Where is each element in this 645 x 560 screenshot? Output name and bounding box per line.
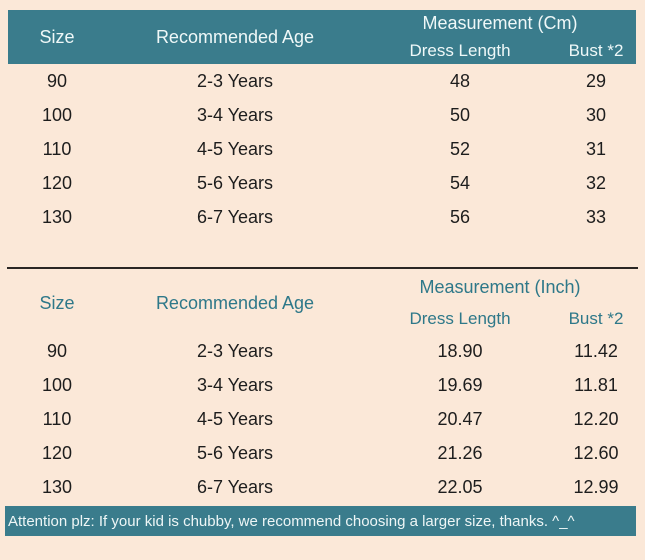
size-table-cm: Size Recommended Age Measurement (Cm) Dr… xyxy=(0,10,645,234)
cell-dress-length: 50 xyxy=(449,104,471,125)
column-header-age: Recommended Age xyxy=(155,26,315,47)
table-row: 100 3-4 Years 19.69 11.81 xyxy=(8,368,636,402)
table-row: 90 2-3 Years 18.90 11.42 xyxy=(8,334,636,368)
column-header-size: Size xyxy=(39,26,75,47)
column-header-bust: Bust *2 xyxy=(568,40,624,60)
cell-bust: 31 xyxy=(585,138,607,159)
cell-age: 2-3 Years xyxy=(196,70,274,91)
section-divider xyxy=(7,267,638,269)
inch-table-body: 90 2-3 Years 18.90 11.42 100 3-4 Years 1… xyxy=(8,334,636,504)
attention-note-text: Attention plz: If your kid is chubby, we… xyxy=(8,512,575,530)
size-chart-sheet: Size Recommended Age Measurement (Cm) Dr… xyxy=(0,10,645,560)
attention-note-bar: Attention plz: If your kid is chubby, we… xyxy=(5,506,636,536)
cell-bust: 12.60 xyxy=(573,442,619,463)
table-row: 120 5-6 Years 21.26 12.60 xyxy=(8,436,636,470)
size-table-inch: Size Recommended Age Measurement (Inch) … xyxy=(0,272,645,504)
table-row: 100 3-4 Years 50 30 xyxy=(8,98,636,132)
cell-size: 90 xyxy=(46,70,68,91)
cell-age: 6-7 Years xyxy=(196,206,274,227)
table-row: 120 5-6 Years 54 32 xyxy=(8,166,636,200)
cell-dress-length: 19.69 xyxy=(437,374,483,395)
cell-age: 2-3 Years xyxy=(196,340,274,361)
cell-bust: 12.20 xyxy=(573,408,619,429)
column-header-dress-length: Dress Length xyxy=(409,308,511,328)
cell-bust: 11.81 xyxy=(574,374,618,395)
cm-table-header: Size Recommended Age Measurement (Cm) Dr… xyxy=(8,10,636,64)
cell-dress-length: 20.47 xyxy=(437,408,483,429)
cell-bust: 11.42 xyxy=(574,340,618,361)
column-header-bust: Bust *2 xyxy=(568,308,624,328)
cell-size: 130 xyxy=(41,206,73,227)
table-row: 90 2-3 Years 48 29 xyxy=(8,64,636,98)
table-row: 130 6-7 Years 56 33 xyxy=(8,200,636,234)
cell-size: 120 xyxy=(41,172,73,193)
cell-dress-length: 52 xyxy=(449,138,471,159)
cell-size: 90 xyxy=(46,340,68,361)
cell-age: 5-6 Years xyxy=(196,442,274,463)
column-header-size: Size xyxy=(39,292,75,313)
cell-size: 120 xyxy=(41,442,73,463)
cell-size: 110 xyxy=(42,408,72,429)
column-group-measurement-inch: Measurement (Inch) xyxy=(419,277,581,297)
cell-age: 6-7 Years xyxy=(196,476,274,497)
cell-age: 4-5 Years xyxy=(196,138,274,159)
column-header-dress-length: Dress Length xyxy=(409,40,511,60)
cell-age: 3-4 Years xyxy=(196,104,274,125)
table-row: 110 4-5 Years 20.47 12.20 xyxy=(8,402,636,436)
cell-age: 5-6 Years xyxy=(196,172,274,193)
cell-age: 4-5 Years xyxy=(196,408,274,429)
column-header-age: Recommended Age xyxy=(155,292,315,313)
cell-bust: 32 xyxy=(585,172,607,193)
cell-size: 100 xyxy=(41,104,73,125)
cell-bust: 29 xyxy=(585,70,607,91)
cell-size: 130 xyxy=(41,476,73,497)
cell-size: 110 xyxy=(42,138,72,159)
cell-dress-length: 21.26 xyxy=(437,442,483,463)
table-row: 130 6-7 Years 22.05 12.99 xyxy=(8,470,636,504)
cell-dress-length: 18.90 xyxy=(437,340,483,361)
cell-dress-length: 56 xyxy=(449,206,471,227)
cell-dress-length: 48 xyxy=(449,70,471,91)
inch-table-header: Size Recommended Age Measurement (Inch) … xyxy=(8,272,636,334)
cm-table-body: 90 2-3 Years 48 29 100 3-4 Years 50 30 1… xyxy=(8,64,636,234)
column-group-measurement-cm: Measurement (Cm) xyxy=(422,13,578,33)
cell-age: 3-4 Years xyxy=(196,374,274,395)
cell-bust: 33 xyxy=(585,206,607,227)
cell-dress-length: 54 xyxy=(449,172,471,193)
cell-bust: 30 xyxy=(585,104,607,125)
cell-bust: 12.99 xyxy=(573,476,619,497)
cell-dress-length: 22.05 xyxy=(437,476,483,497)
cell-size: 100 xyxy=(41,374,73,395)
table-row: 110 4-5 Years 52 31 xyxy=(8,132,636,166)
